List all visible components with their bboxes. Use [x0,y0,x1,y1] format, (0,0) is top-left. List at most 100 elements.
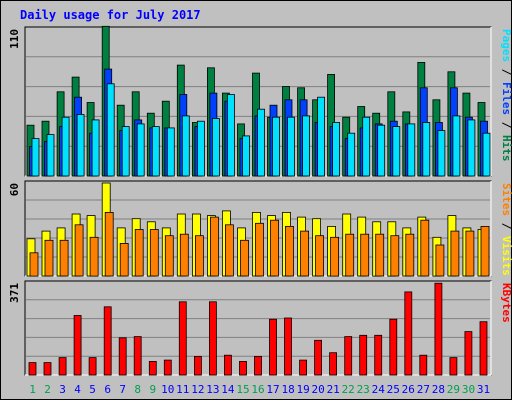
y-axis-max-label: 110 [8,29,21,49]
sites-bar-day-25 [390,235,400,277]
x-tick-label: 4 [74,383,81,396]
kbytes-bar-day-12 [193,355,202,376]
sites-bar-day-15 [240,239,249,277]
sites-bar-day-19 [300,230,310,277]
pages-bar-day-6 [106,83,115,177]
kbytes-bar-day-22 [344,336,353,376]
sites-bar-day-7 [119,242,129,277]
kbytes-bar-day-28 [434,282,443,376]
kbytes-bar-day-19 [299,359,308,376]
x-tick-label: 11 [176,383,189,396]
x-tick-label: 5 [89,383,96,396]
pages-bar-day-20 [317,96,326,177]
x-tick-label: 9 [149,383,156,396]
kbytes-bar-day-8 [133,336,142,376]
x-tick-label: 26 [402,383,415,396]
pages-bar-day-10 [166,127,175,177]
pages-bar-day-26 [407,123,416,177]
panel-legend: Pages / Files / Hits [500,29,512,162]
sites-bar-day-9 [149,229,159,277]
sites-bar-day-3 [59,239,69,277]
pages-bar-day-27 [422,122,431,177]
sites-bar-day-8 [134,229,144,277]
kbytes-bar-day-16 [254,355,262,376]
pages-bar-day-30 [467,119,476,177]
sites-bar-day-31 [480,225,490,277]
series-kbytes [28,282,488,376]
x-tick-label: 8 [134,383,141,396]
panel-legend: KBytes [500,283,512,323]
legend-files: Files [500,82,512,115]
kbytes-bar-day-20 [314,339,323,376]
x-tick-label: 27 [417,383,430,396]
x-axis-labels: 1 2 3 4 5 6 7 8 9 10 11 12 13 14 15 16 17 18 19 20 21 22 23 24 2… [29,383,490,396]
x-tick-label: 19 [296,383,309,396]
x-tick-label: 17 [266,383,279,396]
sites-bar-day-5 [89,236,99,277]
x-tick-label: 29 [447,383,460,396]
sites-bar-day-17 [270,219,279,277]
legend-sites: Sites [500,183,512,216]
x-tick-label: 28 [432,383,445,396]
x-tick-label: 15 [236,383,249,396]
y-axis-max-label: 60 [8,183,21,196]
pages-bar-day-21 [332,122,341,177]
sites-bar-day-4 [74,224,84,277]
sites-bar-day-20 [315,235,325,277]
legend-separator: / [500,216,512,236]
legend-separator: / [500,62,512,82]
sites-bar-day-24 [375,233,385,277]
kbytes-bar-day-31 [479,321,488,376]
pages-bar-day-9 [151,126,160,177]
sites-bar-day-12 [194,235,204,277]
kbytes-bar-day-1 [28,362,37,376]
panel-visits-sites: 60 Sites / Visits [8,180,512,277]
x-tick-label: 21 [327,383,340,396]
sites-bar-day-22 [345,233,355,277]
sites-bar-day-16 [255,222,264,277]
pages-bar-day-17 [272,116,280,177]
x-tick-label: 10 [161,383,174,396]
pages-bar-day-1 [31,138,40,177]
pages-bar-day-3 [61,116,70,177]
x-tick-label: 31 [477,383,490,396]
sites-bar-day-6 [104,211,114,277]
kbytes-bar-day-24 [374,334,383,376]
kbytes-bar-day-30 [464,331,473,376]
chart-title: Daily usage for July 2017 [20,8,201,22]
legend-separator: / [500,115,512,135]
pages-bar-day-5 [91,119,100,177]
kbytes-bar-day-15 [239,360,247,376]
kbytes-bar-day-14 [223,354,232,376]
x-tick-label: 14 [221,383,235,396]
sites-bar-day-23 [360,233,370,277]
chart-panels: 110 Pages / Files / Hits 60 Sites / Visits 3… [8,25,512,376]
x-tick-label: 18 [281,383,294,396]
kbytes-bar-day-4 [73,315,82,376]
pages-bar-day-11 [181,115,190,177]
panel-hits-files-pages: 110 Pages / Files / Hits [8,25,512,177]
sites-bar-day-11 [179,233,189,277]
series-sites [29,211,490,277]
pages-bar-day-2 [46,134,55,177]
x-tick-label: 2 [44,383,51,396]
sites-bar-day-18 [285,225,294,277]
kbytes-bar-day-26 [404,291,413,376]
x-tick-label: 6 [104,383,111,396]
pages-bar-day-8 [136,123,145,177]
kbytes-bar-day-6 [103,306,112,376]
series-pages [31,83,491,177]
pages-bar-day-13 [211,118,220,177]
kbytes-bar-day-29 [449,357,458,376]
kbytes-bar-day-13 [208,301,217,376]
sites-bar-day-10 [164,235,174,277]
kbytes-bar-day-27 [419,354,428,376]
pages-bar-day-25 [392,126,401,177]
sites-bar-day-30 [465,230,475,277]
sites-bar-day-2 [44,239,54,277]
kbytes-bar-day-5 [88,357,97,376]
sites-bar-day-29 [450,230,460,277]
pages-bar-day-16 [257,108,265,177]
sites-bar-day-21 [330,236,340,277]
